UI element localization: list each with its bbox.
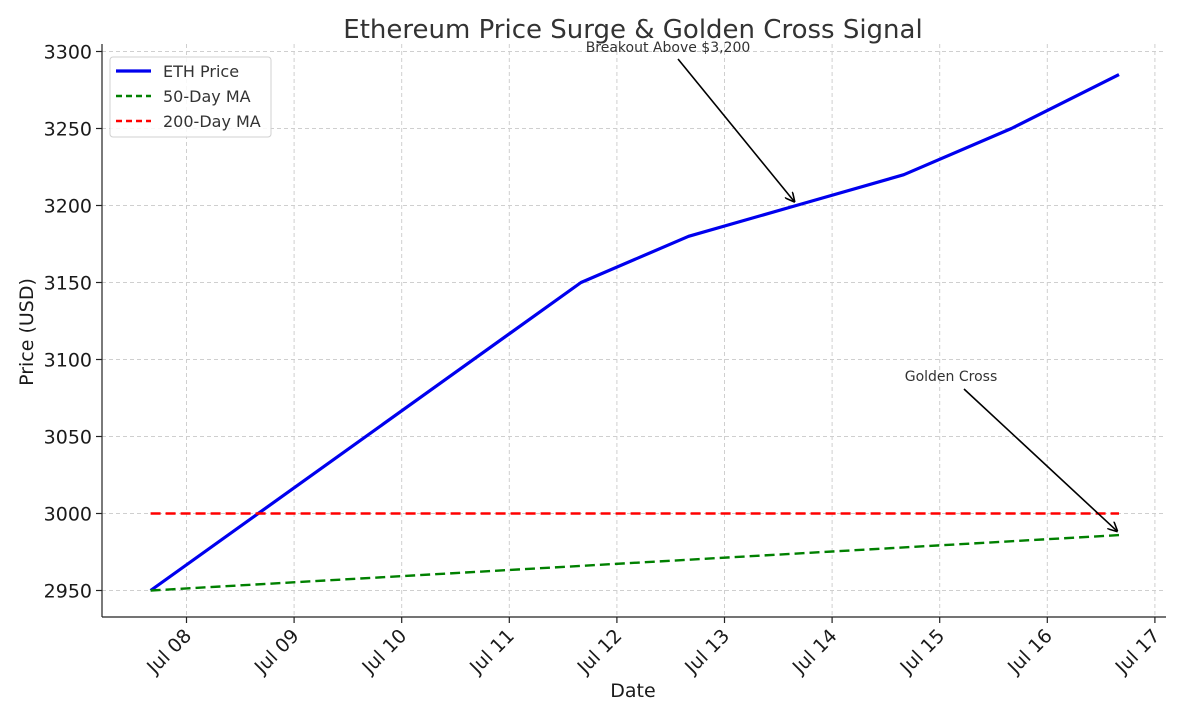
annotation-arrow (677, 58, 794, 202)
legend-label: 50-Day MA (163, 87, 251, 106)
annotation-arrow (963, 388, 1117, 531)
series-layer (149, 73, 1120, 592)
legend-label: 200-Day MA (163, 112, 261, 131)
y-tick-label: 3000 (44, 504, 92, 526)
legend: ETH Price 50-Day MA 200-Day MA (109, 56, 272, 138)
annotation-label: Breakout Above $3,200 (586, 40, 751, 56)
chart-title: Ethereum Price Surge & Golden Cross Sign… (343, 15, 922, 45)
series-line-2 (150, 533, 1120, 592)
y-tick-label: 3100 (44, 350, 92, 372)
y-tick-label: 2950 (44, 581, 92, 603)
x-axis-title: Date (610, 680, 655, 702)
legend-label: ETH Price (163, 62, 239, 81)
annotation-label: Golden Cross (905, 369, 998, 385)
y-axis-title: Price (USD) (16, 278, 38, 386)
y-tick-label: 3150 (44, 273, 92, 295)
y-tick-label: 3250 (44, 119, 92, 141)
legend-box (109, 56, 272, 138)
grid (102, 44, 1166, 616)
y-tick-label: 3200 (44, 196, 92, 218)
series-line-1 (149, 73, 1120, 592)
y-tick-label: 3300 (44, 42, 92, 64)
annotations: Breakout Above $3,200 Golden Cross (586, 40, 1117, 531)
y-tick-label: 3050 (44, 427, 92, 449)
